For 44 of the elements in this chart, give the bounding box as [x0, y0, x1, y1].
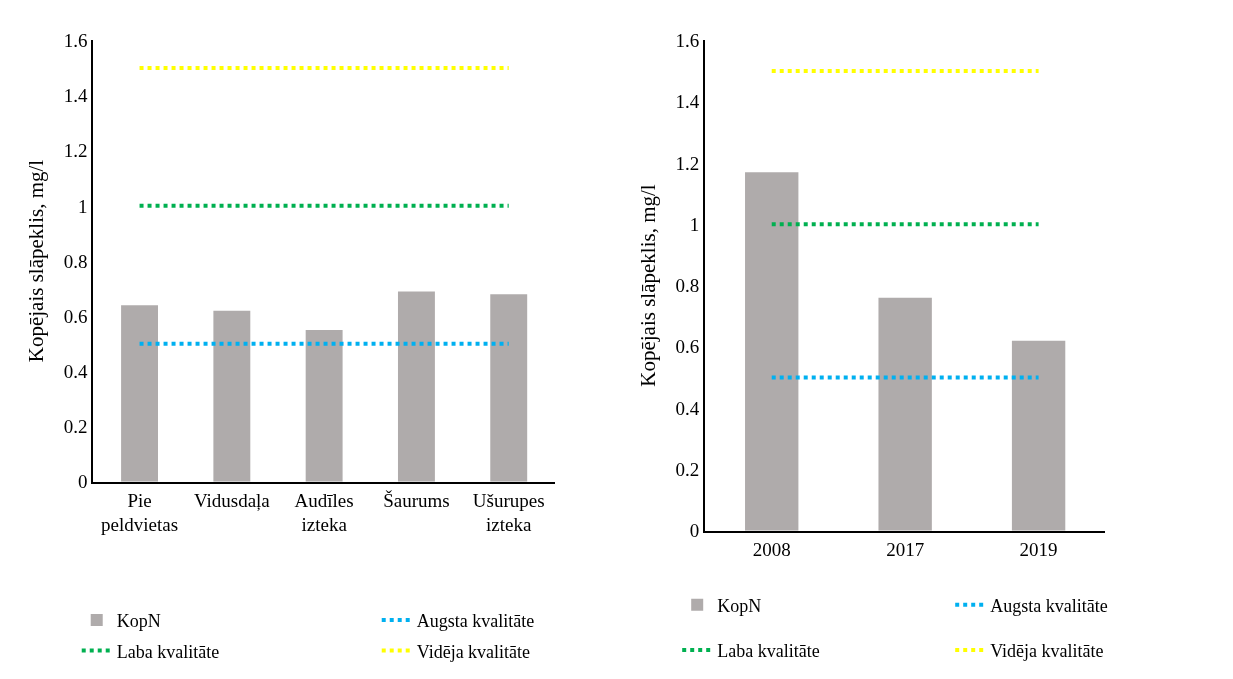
- y-tick-label: 0.6: [63, 305, 88, 327]
- legend-label: Laba kvalitāte: [717, 641, 820, 661]
- y-tick-label: 1.6: [675, 30, 700, 51]
- bar: [121, 305, 159, 482]
- y-tick-label: 0.4: [675, 397, 700, 419]
- legend-label: KopN: [717, 595, 762, 616]
- y-tick-label: 0: [689, 520, 700, 542]
- x-tick-label: Audīles izteka: [294, 489, 354, 536]
- y-axis-title: Kopējais slāpeklis, mg/l: [24, 159, 49, 363]
- legend-label: Vidēja kvalitāte: [416, 641, 531, 662]
- bar: [397, 291, 435, 482]
- x-tick-label: 2017: [886, 538, 925, 560]
- bar: [213, 310, 251, 482]
- y-tick-label: 0.6: [675, 336, 700, 358]
- x-tick-label: Vidusdaļa: [193, 489, 271, 511]
- y-tick-label: 1.2: [675, 152, 700, 174]
- bar: [1011, 340, 1066, 531]
- legend-label: Laba kvalitāte: [116, 641, 220, 662]
- y-tick-label: 1.4: [63, 85, 89, 107]
- x-tick-label: Ušurupes izteka: [472, 489, 545, 536]
- x-tick-label: Pie peldvietas: [101, 489, 179, 536]
- bar: [305, 330, 343, 482]
- y-tick-label: 0.2: [63, 416, 88, 438]
- y-tick-label: 1: [78, 195, 88, 217]
- y-tick-label: 1.2: [63, 140, 88, 162]
- bar: [490, 294, 528, 482]
- legend-label: KopN: [116, 611, 161, 632]
- legend-label: Augsta kvalitāte: [416, 611, 535, 632]
- bar: [878, 297, 932, 531]
- y-tick-label: 0.4: [63, 361, 89, 383]
- y-tick-label: 0.8: [675, 275, 700, 297]
- y-tick-label: 0.8: [63, 250, 88, 272]
- y-tick-label: 1: [689, 213, 700, 235]
- y-axis-title: Kopējais slāpeklis, mg/l: [636, 184, 661, 387]
- legend-label: Augsta kvalitāte: [990, 595, 1108, 616]
- y-tick-label: 1.4: [675, 91, 700, 113]
- x-tick-label: 2019: [1019, 538, 1058, 560]
- legend-label: Vidēja kvalitāte: [990, 641, 1104, 661]
- bar: [745, 172, 799, 531]
- y-tick-label: 1.6: [63, 30, 88, 51]
- y-tick-label: 0: [78, 471, 88, 493]
- x-tick-label: 2008: [752, 538, 791, 560]
- y-tick-label: 0.2: [675, 459, 700, 481]
- x-tick-label: Šaurums: [383, 489, 450, 511]
